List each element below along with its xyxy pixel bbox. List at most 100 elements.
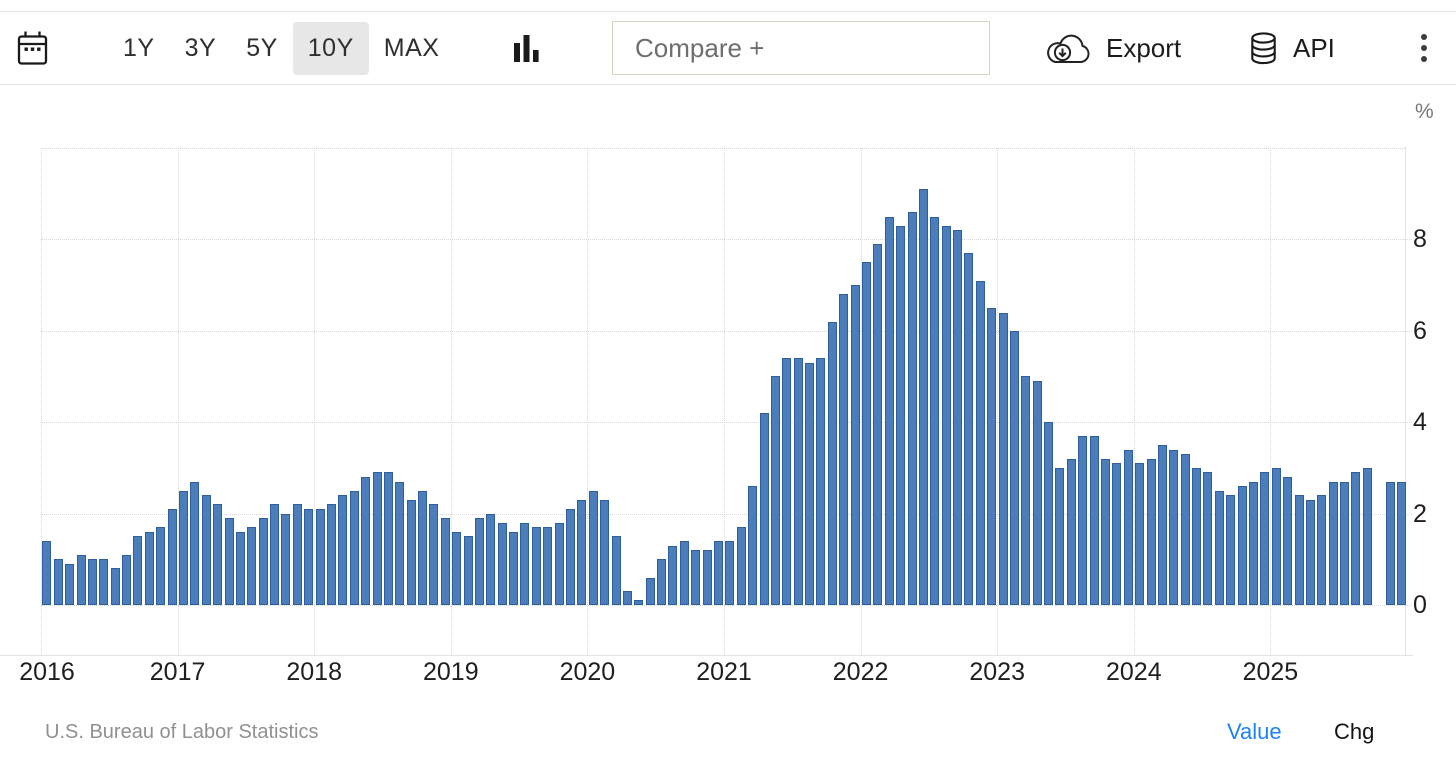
bar[interactable]: [338, 495, 348, 605]
bar[interactable]: [1362, 468, 1372, 605]
bar[interactable]: [463, 536, 473, 605]
bar[interactable]: [349, 491, 359, 605]
bar[interactable]: [918, 189, 928, 605]
chart-type-button[interactable]: [514, 12, 540, 84]
bar[interactable]: [577, 500, 587, 605]
bar[interactable]: [1260, 472, 1270, 605]
bar[interactable]: [326, 504, 336, 605]
bar[interactable]: [372, 472, 382, 605]
bar[interactable]: [452, 532, 462, 605]
bar[interactable]: [998, 313, 1008, 605]
bar[interactable]: [99, 559, 109, 605]
export-button[interactable]: Export: [1044, 12, 1181, 84]
bar[interactable]: [1237, 486, 1247, 605]
bar[interactable]: [827, 322, 837, 605]
bar[interactable]: [42, 541, 52, 605]
range-10y[interactable]: 10Y: [292, 21, 369, 75]
bar[interactable]: [1305, 500, 1315, 605]
bar[interactable]: [634, 600, 644, 605]
bar[interactable]: [543, 527, 553, 605]
date-range-button[interactable]: [16, 12, 49, 84]
value-toggle[interactable]: Value: [1227, 719, 1282, 744]
bar[interactable]: [509, 532, 519, 605]
more-options-button[interactable]: [1410, 12, 1438, 84]
bar[interactable]: [1340, 482, 1350, 605]
compare-input[interactable]: [612, 21, 990, 75]
bar[interactable]: [383, 472, 393, 605]
bar[interactable]: [1123, 450, 1133, 605]
bar[interactable]: [622, 591, 632, 605]
bar[interactable]: [1248, 482, 1258, 605]
bar[interactable]: [235, 532, 245, 605]
bar[interactable]: [588, 491, 598, 605]
bar[interactable]: [292, 504, 302, 605]
bar[interactable]: [167, 509, 177, 605]
bar[interactable]: [1271, 468, 1281, 605]
bar[interactable]: [782, 358, 792, 605]
bar[interactable]: [1078, 436, 1088, 605]
bar[interactable]: [691, 550, 701, 605]
bar[interactable]: [1089, 436, 1099, 605]
bar[interactable]: [611, 536, 621, 605]
bar[interactable]: [725, 541, 735, 605]
bar[interactable]: [816, 358, 826, 605]
bar[interactable]: [520, 523, 530, 605]
bar[interactable]: [1317, 495, 1327, 605]
bar[interactable]: [668, 546, 678, 605]
bar[interactable]: [87, 559, 97, 605]
bar[interactable]: [805, 363, 815, 605]
bar[interactable]: [1214, 491, 1224, 605]
bar[interactable]: [1396, 482, 1406, 605]
bar[interactable]: [793, 358, 803, 605]
bar[interactable]: [1112, 463, 1122, 605]
bar[interactable]: [65, 564, 75, 605]
bar[interactable]: [440, 518, 450, 605]
bar[interactable]: [987, 308, 997, 605]
api-button[interactable]: API: [1249, 12, 1335, 84]
bar[interactable]: [1294, 495, 1304, 605]
bar[interactable]: [531, 527, 541, 605]
bar[interactable]: [975, 281, 985, 605]
bar[interactable]: [247, 527, 257, 605]
bar[interactable]: [1021, 376, 1031, 605]
bar[interactable]: [736, 527, 746, 605]
bar[interactable]: [679, 541, 689, 605]
bar[interactable]: [429, 504, 439, 605]
bar[interactable]: [1203, 472, 1213, 605]
bar[interactable]: [839, 294, 849, 605]
bar[interactable]: [953, 230, 963, 605]
bar[interactable]: [395, 482, 405, 605]
bar[interactable]: [907, 212, 917, 605]
bar[interactable]: [1044, 422, 1054, 605]
bar[interactable]: [1180, 454, 1190, 605]
chg-toggle[interactable]: Chg: [1334, 719, 1375, 744]
bar[interactable]: [1146, 459, 1156, 605]
bar[interactable]: [748, 486, 758, 605]
bar[interactable]: [645, 578, 655, 605]
bar[interactable]: [1066, 459, 1076, 605]
bar[interactable]: [1351, 472, 1361, 605]
bar[interactable]: [1226, 495, 1236, 605]
bar[interactable]: [1328, 482, 1338, 605]
bar[interactable]: [304, 509, 314, 605]
range-max[interactable]: MAX: [383, 33, 440, 62]
bar[interactable]: [770, 376, 780, 605]
bar[interactable]: [156, 527, 166, 605]
bar[interactable]: [657, 559, 667, 605]
bar[interactable]: [759, 413, 769, 605]
bar[interactable]: [964, 253, 974, 605]
bar[interactable]: [713, 541, 723, 605]
bar[interactable]: [281, 514, 291, 605]
bar[interactable]: [497, 523, 507, 605]
bar[interactable]: [144, 532, 154, 605]
bar[interactable]: [406, 500, 416, 605]
bar[interactable]: [941, 226, 951, 605]
bar[interactable]: [1135, 463, 1145, 605]
bar[interactable]: [315, 509, 325, 605]
bar[interactable]: [213, 504, 223, 605]
bar[interactable]: [418, 491, 428, 605]
bar[interactable]: [1009, 331, 1019, 605]
bar[interactable]: [178, 491, 188, 605]
bar[interactable]: [884, 217, 894, 605]
